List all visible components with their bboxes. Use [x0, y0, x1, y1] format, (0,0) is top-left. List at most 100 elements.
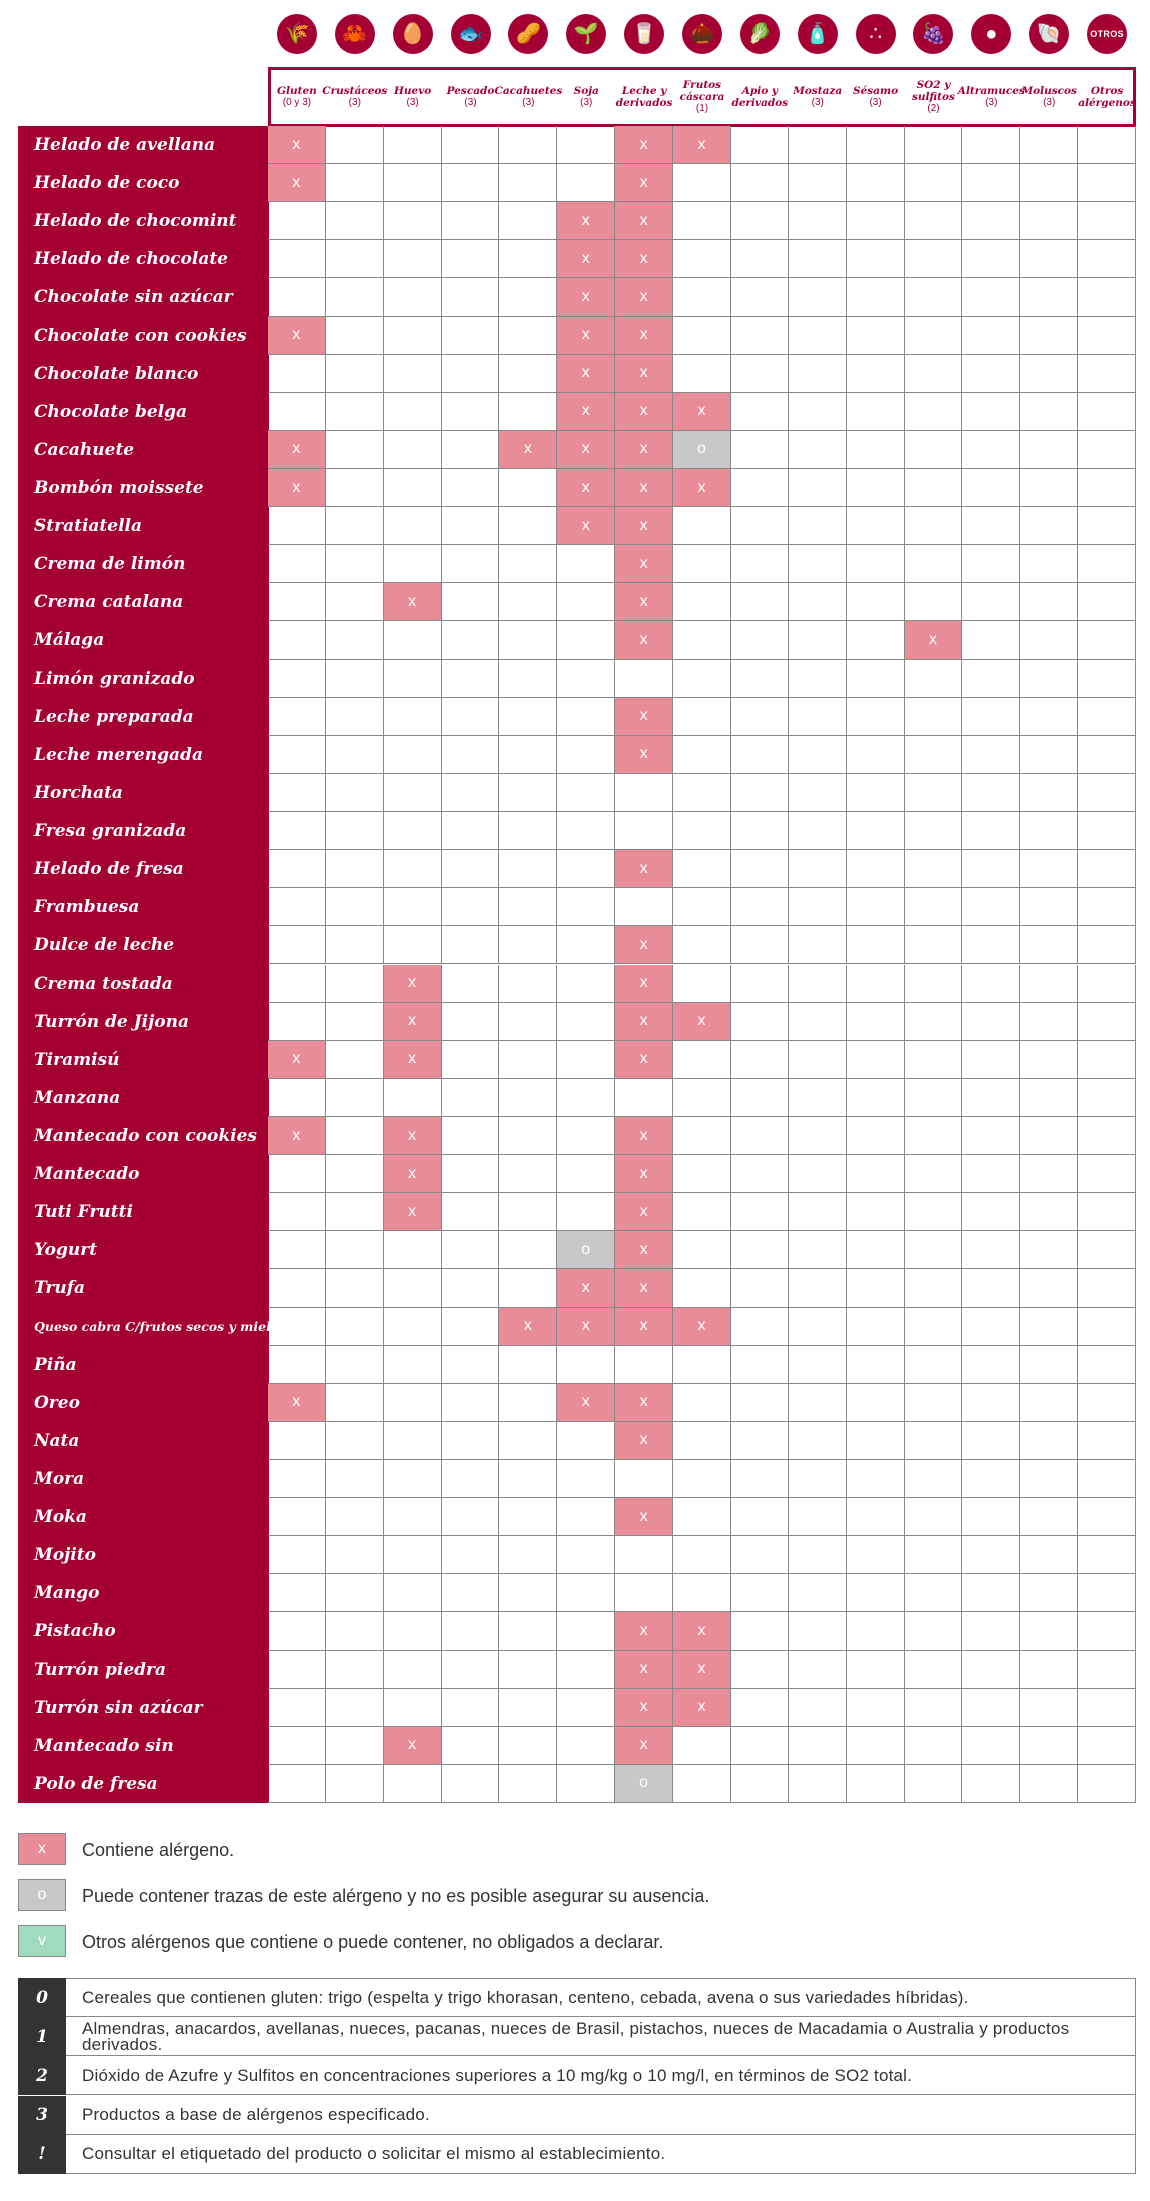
grid-cell: [962, 1231, 1021, 1270]
grid-cell: [499, 1536, 558, 1575]
grid-cell: [557, 583, 616, 622]
grid-cell: [615, 1459, 674, 1499]
legend-swatch: o: [18, 1879, 66, 1911]
grid-cell: [673, 1155, 731, 1194]
footnote-number: 0: [18, 1978, 66, 2017]
grid-cell: [788, 1612, 847, 1651]
contains-mark: x: [615, 240, 674, 279]
grid-cell: [557, 812, 616, 851]
grid-cell: [846, 1193, 905, 1232]
grid-cell: [1020, 1116, 1079, 1156]
grid-cell: [499, 1421, 558, 1460]
grid-cell: [846, 316, 905, 355]
grid-cell: [325, 888, 384, 927]
grid-cell: [846, 507, 905, 546]
footnotes: 0 Cereales que contienen gluten: trigo (e…: [18, 1978, 1136, 2174]
product-name: Mango: [34, 1583, 100, 1604]
grid-cell: [904, 1688, 963, 1727]
footnote-row: 2 Dióxido de Azufre y Sulfitos en concent…: [18, 2056, 1136, 2096]
contains-mark: x: [615, 1002, 674, 1041]
grid-cell: [788, 1650, 847, 1689]
grid-cell: [962, 812, 1021, 851]
contains-mark: x: [557, 1383, 616, 1422]
grid-cell: [325, 1764, 384, 1803]
grid-cell: [441, 1650, 500, 1689]
grid-cell: [383, 1764, 442, 1803]
grid-cell: [325, 354, 384, 393]
grid-cell: [383, 202, 442, 241]
header-sesamo: Sésamo (3): [847, 70, 905, 124]
grid-cell: [730, 240, 789, 279]
grid-cell: [904, 773, 963, 813]
product-name: Mojito: [34, 1545, 96, 1566]
header-note-ref: (3): [869, 97, 882, 108]
grid-cell: [1078, 1612, 1136, 1651]
contains-mark: x: [499, 1307, 558, 1346]
product-name: Nata: [34, 1430, 80, 1451]
header-label: Pescado: [446, 85, 495, 97]
grid-cell: [962, 659, 1021, 698]
grid-cell: [904, 583, 963, 622]
grid-cell: [788, 1345, 847, 1384]
contains-mark: x: [615, 316, 674, 355]
contains-mark: x: [615, 1498, 674, 1537]
grid-cell: [846, 1421, 905, 1460]
header-mostaza: Mostaza (3): [789, 70, 847, 124]
grid-cell: [1078, 1231, 1136, 1270]
grid-cell: [1078, 621, 1136, 660]
grid-cell: [673, 583, 731, 622]
product-name: Piña: [34, 1354, 77, 1375]
grid-cell: [499, 1383, 558, 1422]
grid-cell: [499, 545, 558, 584]
grid-cell: [325, 964, 384, 1003]
grid-cell: [846, 430, 905, 470]
product-name: Chocolate sin azúcar: [34, 287, 233, 308]
traces-mark: o: [673, 430, 731, 470]
product-name: Leche merengada: [34, 744, 203, 765]
grid-cell: [325, 469, 384, 508]
grid-cell: [730, 621, 789, 660]
contains-mark: x: [383, 1040, 442, 1079]
shell-icon: 🐚: [1029, 14, 1070, 54]
grid-cell: [788, 392, 847, 431]
grid-cell: [846, 1383, 905, 1422]
grid-cell: [730, 812, 789, 851]
grid-cell: [557, 1459, 616, 1499]
header-crustaceos: Crustáceos (3): [322, 70, 387, 124]
grid-cell: [1078, 278, 1136, 317]
grid-cell: [325, 545, 384, 584]
grid-cell: [499, 507, 558, 546]
grid-cell: [904, 812, 963, 851]
grid-cell: [1078, 1002, 1136, 1041]
grid-cell: [730, 316, 789, 355]
grid-cell: [499, 583, 558, 622]
grid-cell: [325, 1345, 384, 1384]
contains-mark: x: [383, 1116, 442, 1156]
grid-cell: [1020, 1269, 1079, 1308]
grid-cell: [268, 850, 326, 889]
grid-cell: [441, 202, 500, 241]
grid-cell: [730, 1193, 789, 1232]
grid-cell: [904, 735, 963, 774]
grid-cell: [499, 469, 558, 508]
grid-cell: [730, 1231, 789, 1270]
grid-cell: [557, 1116, 616, 1156]
grid-cell: [904, 964, 963, 1003]
grid-cell: [499, 1231, 558, 1270]
grid-cell: [962, 1078, 1021, 1117]
grid-cell: [962, 240, 1021, 279]
grid-cell: [962, 773, 1021, 813]
grid-cell: [499, 1155, 558, 1194]
grid-cell: [962, 1688, 1021, 1727]
footnote-text: Almendras, anacardos, avellanas, nueces,…: [82, 2018, 1070, 2054]
grid-cell: [557, 964, 616, 1003]
grid-cell: [846, 469, 905, 508]
grid-cell: [499, 1688, 558, 1727]
contains-mark: x: [615, 621, 674, 660]
grid-cell: [1020, 430, 1079, 470]
grid-cell: [788, 735, 847, 774]
grid-cell: [846, 850, 905, 889]
grid-cell: [904, 545, 963, 584]
grid-cell: [325, 1574, 384, 1613]
grid-cell: [1078, 1078, 1136, 1117]
